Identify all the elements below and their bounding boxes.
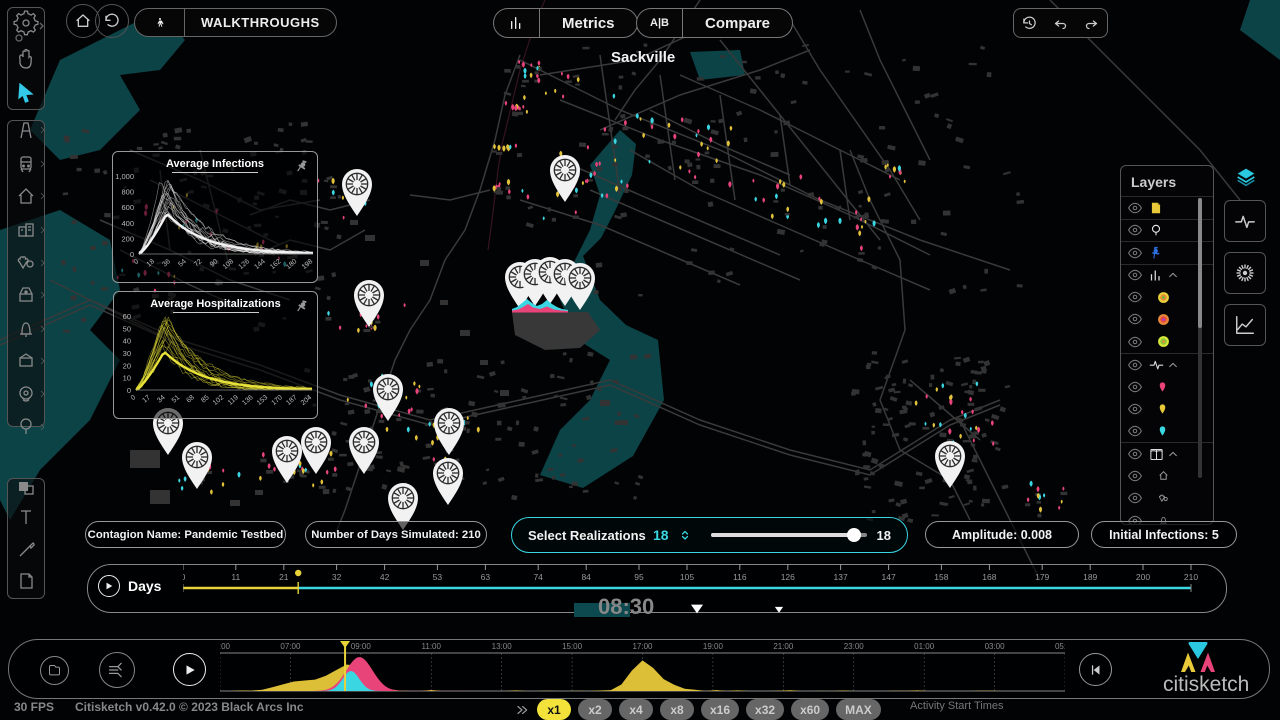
svg-text:40: 40 xyxy=(123,337,131,346)
svg-text:05:00: 05:00 xyxy=(1055,642,1065,651)
svg-text:600: 600 xyxy=(121,203,134,212)
svg-text:0: 0 xyxy=(130,394,138,402)
svg-text:153: 153 xyxy=(256,394,270,407)
svg-text:34: 34 xyxy=(156,394,167,404)
svg-text:204: 204 xyxy=(300,394,314,407)
svg-text:54: 54 xyxy=(177,258,188,268)
svg-text:800: 800 xyxy=(121,188,134,197)
svg-text:162: 162 xyxy=(269,258,283,271)
svg-text:17: 17 xyxy=(141,394,152,404)
svg-text:198: 198 xyxy=(301,258,315,271)
svg-text:60: 60 xyxy=(123,312,131,321)
svg-text:11: 11 xyxy=(231,572,240,582)
svg-text:116: 116 xyxy=(733,572,747,582)
svg-text:210: 210 xyxy=(1184,572,1198,582)
svg-text:105: 105 xyxy=(680,572,694,582)
svg-text:126: 126 xyxy=(238,258,252,271)
svg-text:144: 144 xyxy=(253,258,267,271)
svg-text:07:00: 07:00 xyxy=(280,642,301,651)
svg-text:0: 0 xyxy=(183,572,186,582)
svg-text:20: 20 xyxy=(123,361,131,370)
svg-text:42: 42 xyxy=(380,572,390,582)
svg-text:200: 200 xyxy=(1136,572,1150,582)
svg-text:170: 170 xyxy=(270,394,284,407)
svg-text:50: 50 xyxy=(123,324,131,333)
svg-text:63: 63 xyxy=(481,572,491,582)
svg-text:21: 21 xyxy=(279,572,289,582)
svg-text:158: 158 xyxy=(934,572,948,582)
svg-text:36: 36 xyxy=(161,258,172,268)
svg-text:119: 119 xyxy=(227,394,240,407)
svg-text:85: 85 xyxy=(200,394,211,404)
svg-text:84: 84 xyxy=(581,572,591,582)
svg-text:189: 189 xyxy=(1083,572,1097,582)
svg-text:18: 18 xyxy=(146,258,157,268)
svg-text:0: 0 xyxy=(133,258,141,266)
svg-text:01:00: 01:00 xyxy=(914,642,935,651)
svg-text:147: 147 xyxy=(882,572,896,582)
svg-text:11:00: 11:00 xyxy=(422,642,442,651)
svg-text:21:00: 21:00 xyxy=(773,642,794,651)
svg-text:15:00: 15:00 xyxy=(562,642,583,651)
svg-text:74: 74 xyxy=(533,572,543,582)
svg-text:136: 136 xyxy=(241,394,255,407)
svg-text:180: 180 xyxy=(285,258,299,271)
svg-text:90: 90 xyxy=(209,258,220,268)
svg-text:400: 400 xyxy=(121,219,134,228)
svg-text:68: 68 xyxy=(185,394,196,404)
svg-text:95: 95 xyxy=(634,572,644,582)
svg-text:0: 0 xyxy=(130,250,134,259)
svg-text:30: 30 xyxy=(123,349,131,358)
svg-text:168: 168 xyxy=(982,572,996,582)
svg-text:72: 72 xyxy=(193,258,204,268)
svg-text:108: 108 xyxy=(222,258,236,271)
svg-text:53: 53 xyxy=(433,572,443,582)
svg-text:23:00: 23:00 xyxy=(844,642,865,651)
svg-text:137: 137 xyxy=(834,572,848,582)
svg-text:102: 102 xyxy=(212,394,226,407)
svg-text:126: 126 xyxy=(781,572,795,582)
svg-text:200: 200 xyxy=(121,234,134,243)
svg-text:10: 10 xyxy=(123,374,131,383)
svg-text:1,000: 1,000 xyxy=(115,172,134,181)
svg-text:32: 32 xyxy=(332,572,342,582)
svg-text:0: 0 xyxy=(127,386,131,395)
svg-text:17:00: 17:00 xyxy=(632,642,653,651)
svg-text:03:00: 03:00 xyxy=(985,642,1006,651)
svg-text:179: 179 xyxy=(1035,572,1049,582)
svg-text:51: 51 xyxy=(171,394,182,404)
svg-text:09:00: 09:00 xyxy=(351,642,372,651)
svg-text:13:00: 13:00 xyxy=(492,642,513,651)
svg-text:187: 187 xyxy=(285,394,299,407)
svg-text:05:00: 05:00 xyxy=(220,642,231,651)
svg-text:19:00: 19:00 xyxy=(703,642,724,651)
